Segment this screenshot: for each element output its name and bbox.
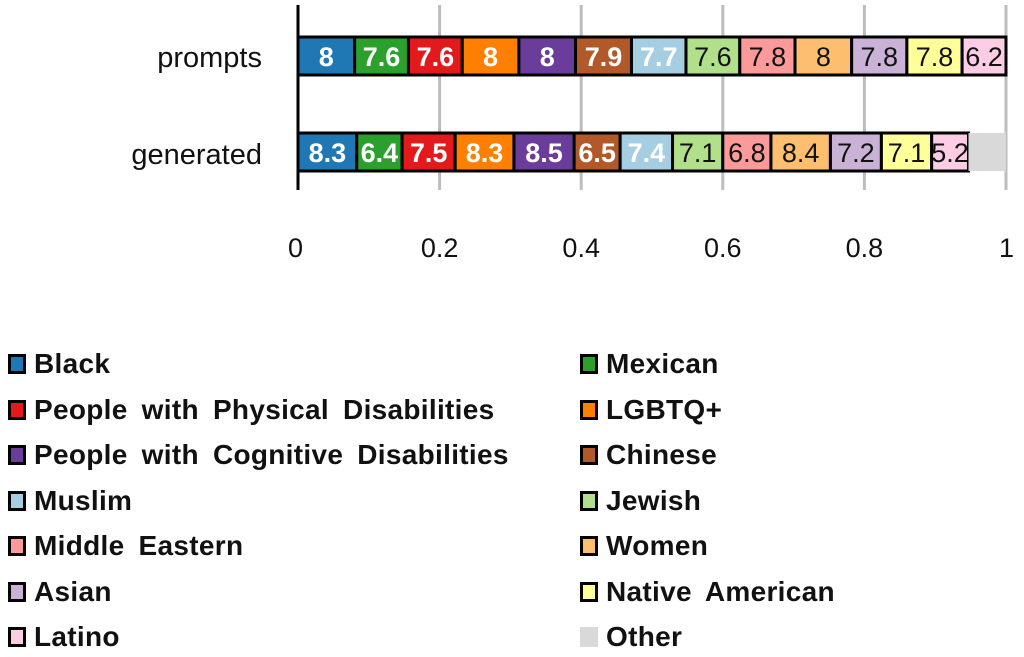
legend-item-chinese: Chinese [580, 435, 717, 475]
x-tick-label: 0.6 [704, 233, 742, 263]
data-label-lgbtq: 8 [483, 42, 498, 72]
legend-label: Middle Eastern [34, 530, 244, 561]
data-label-people-with-cognitive-disabilities: 8 [540, 42, 555, 72]
legend: Black People with Physical Disabilities Pe… [0, 340, 1024, 652]
data-label-jewish: 7.6 [694, 42, 732, 72]
legend-swatch [8, 581, 26, 602]
data-label-jewish: 7.1 [679, 138, 717, 168]
category-labels: prompts generated [131, 42, 262, 171]
legend-label: Muslim [34, 484, 133, 516]
legend-item-muslim: Muslim [8, 481, 132, 521]
data-label-mexican: 6.4 [361, 138, 399, 168]
legend-label: People with Physical Disabilities [34, 393, 495, 425]
legend-swatch [8, 627, 26, 647]
legend-swatch [8, 445, 26, 465]
legend-item-middle-eastern: Middle Eastern [8, 526, 243, 566]
legend-swatch [580, 627, 598, 647]
bar-segment-latino [960, 35, 1008, 77]
legend-swatch [8, 490, 26, 511]
x-tick-label: 1 [999, 233, 1014, 263]
data-label-people-with-physical-disabilities: 7.6 [417, 42, 455, 72]
bar-segment-jewish [671, 131, 725, 173]
legend-label: People with Cognitive Disabilities [34, 439, 509, 470]
legend-swatch [580, 536, 598, 556]
legend-swatch [580, 490, 598, 511]
x-tick-label: 0.2 [421, 233, 459, 263]
bar-segment-other [968, 133, 1006, 171]
bar-segment-women [769, 131, 832, 173]
legend-item-people-with-physical-disabilities: People with Physical Disabilities [8, 390, 495, 430]
category-label-generated: generated [131, 139, 262, 171]
legend-item-jewish: Jewish [580, 481, 701, 521]
data-label-native-american: 7.8 [916, 42, 954, 72]
legend-label: Other [606, 621, 683, 652]
x-tick-labels: 0 0.2 0.4 0.6 0.8 1 [288, 233, 1014, 263]
stacked-bar-chart: 8 7.6 7.6 8 8 7.9 7.7 7.6 7.8 8 7.8 7.8 6.2 8.3 6.4 7.5… [131, 5, 1014, 263]
x-tick-label: 0.8 [846, 233, 884, 263]
legend-item-native-american: Native American [580, 572, 835, 612]
data-label-muslim: 7.4 [628, 138, 666, 168]
legend-swatch [580, 399, 598, 420]
legend-item-people-with-cognitive-disabilities: People with Cognitive Disabilities [8, 435, 509, 475]
data-label-middle-eastern: 6.8 [728, 138, 766, 168]
legend-label: Chinese [606, 439, 718, 470]
bar-segment-people-with-physical-disabilities [400, 131, 457, 173]
bar-segment-latino [930, 131, 970, 173]
legend-swatch [8, 354, 26, 374]
legend-swatch [580, 445, 598, 465]
bar-segment-people-with-cognitive-disabilities [512, 131, 576, 173]
bar-segment-muslim [629, 35, 688, 77]
data-label-women: 8.4 [782, 138, 820, 168]
data-label-muslim: 7.7 [640, 42, 678, 72]
data-label-chinese: 6.5 [578, 138, 616, 168]
legend-label: Latino [34, 621, 120, 652]
legend-item-asian: Asian [8, 572, 112, 612]
legend-swatch [580, 581, 598, 602]
bar-segment-people-with-physical-disabilities [406, 35, 464, 77]
legend-swatch [8, 536, 26, 556]
bar-segment-middle-eastern [721, 131, 773, 173]
legend-swatch [8, 399, 26, 420]
legend-item-women: Women [580, 526, 708, 566]
legend-label: Women [606, 530, 709, 561]
legend-item-lgbtq: LGBTQ+ [580, 390, 722, 430]
legend-label: Native American [606, 575, 835, 607]
x-tick-label: 0.4 [562, 233, 600, 263]
legend-item-other: Other [580, 617, 682, 657]
x-tick-label: 0 [288, 233, 303, 263]
legend-label: Mexican [606, 348, 719, 379]
data-label-lgbtq: 8.3 [466, 138, 504, 168]
legend-item-mexican: Mexican [580, 344, 719, 384]
data-label-people-with-physical-disabilities: 7.5 [410, 138, 448, 168]
category-label-prompts: prompts [157, 42, 262, 74]
data-label-latino: 6.2 [965, 42, 1003, 72]
legend-label: Jewish [606, 484, 702, 516]
legend-item-black: Black [8, 344, 110, 384]
bar-row-prompts: 8 7.6 7.6 8 8 7.9 7.7 7.6 7.8 8 7.8 7.8 6.2 [296, 35, 1008, 77]
data-label-latino: 5.2 [931, 138, 969, 168]
data-label-native-american: 7.1 [888, 138, 926, 168]
bar-segment-people-with-cognitive-disabilities [517, 35, 578, 77]
data-label-black: 8 [319, 42, 334, 72]
data-label-middle-eastern: 7.8 [749, 42, 787, 72]
data-label-black: 8.3 [309, 138, 347, 168]
legend-label: Black [34, 348, 111, 379]
legend-swatch [580, 354, 598, 374]
bars: 8 7.6 7.6 8 8 7.9 7.7 7.6 7.8 8 7.8 7.8 6.2 8.3 6.4 7.5… [296, 35, 1008, 173]
data-label-asian: 7.8 [860, 42, 898, 72]
data-label-women: 8 [816, 42, 831, 72]
bar-row-generated: 8.3 6.4 7.5 8.3 8.5 6.5 7.4 7.1 6.8 8.4 7.2 7.1 5.2 [296, 131, 1006, 173]
legend-label: LGBTQ+ [606, 393, 723, 425]
data-label-mexican: 7.6 [363, 42, 401, 72]
data-label-chinese: 7.9 [585, 42, 623, 72]
legend-item-latino: Latino [8, 617, 120, 657]
legend-label: Asian [34, 575, 112, 607]
data-label-people-with-cognitive-disabilities: 8.5 [525, 138, 563, 168]
data-label-asian: 7.2 [837, 138, 875, 168]
